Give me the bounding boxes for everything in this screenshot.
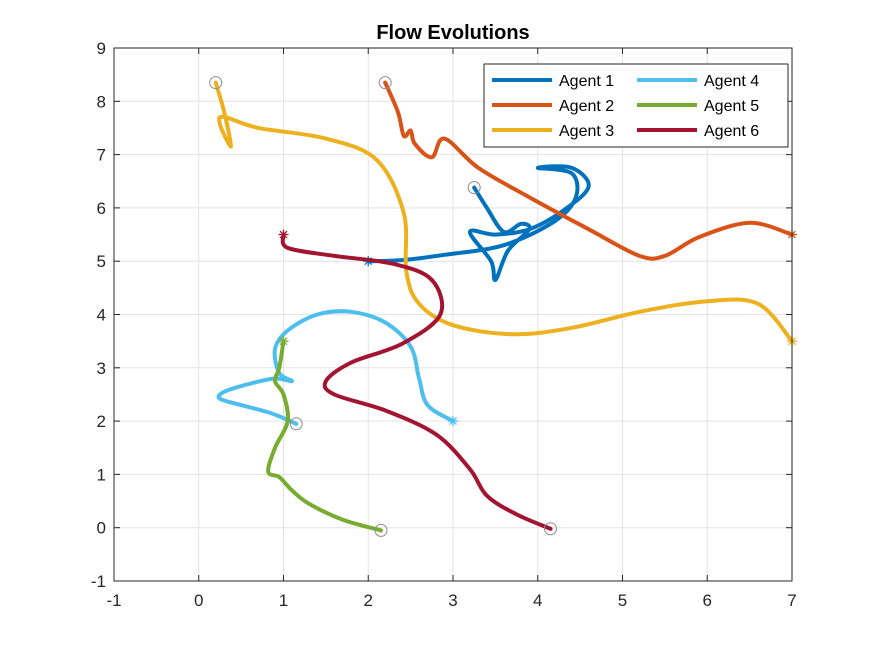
legend: Agent 1 Agent 2 Agent 3 Agent 4 Agent 5 Agent…	[483, 63, 789, 148]
end-marker	[278, 336, 289, 347]
start-marker	[209, 76, 223, 90]
y-tick-label: 3	[97, 359, 106, 378]
legend-label: Agent 6	[704, 123, 759, 140]
legend-label: Agent 3	[559, 123, 614, 140]
y-tick-label: 4	[97, 306, 106, 325]
x-tick-label: 4	[533, 591, 542, 610]
series-layer	[209, 76, 797, 537]
legend-label: Agent 5	[704, 98, 759, 115]
start-marker	[543, 522, 557, 536]
x-tick-label: 2	[364, 591, 373, 610]
x-tick-label: -1	[106, 591, 121, 610]
end-marker-stroke	[279, 230, 288, 239]
end-marker-stroke	[449, 417, 457, 426]
legend-item-6: Agent 6	[637, 123, 759, 140]
y-tick-label: 9	[97, 39, 106, 58]
y-tick-label: 5	[97, 252, 106, 271]
legend-item-1: Agent 1	[492, 73, 614, 90]
series-agent-4	[216, 309, 458, 431]
legend-label: Agent 4	[704, 73, 759, 90]
start-dot	[294, 421, 299, 426]
series-line	[366, 164, 591, 282]
series-line	[216, 309, 455, 426]
start-dot	[548, 526, 553, 531]
y-tick-label: 6	[97, 199, 106, 218]
series-line	[213, 80, 794, 344]
chart-title: Flow Evolutions	[376, 22, 529, 44]
end-marker	[448, 416, 458, 427]
y-tick-label: 8	[97, 92, 106, 111]
series-line	[280, 232, 553, 531]
x-tick-label: 6	[703, 591, 712, 610]
legend-label: Agent 2	[559, 98, 614, 115]
x-tick-label: 1	[279, 591, 288, 610]
legend-item-3: Agent 3	[492, 123, 614, 140]
start-marker	[289, 417, 303, 431]
y-tick-label: 1	[97, 465, 106, 484]
series-line	[383, 80, 794, 261]
start-marker	[378, 76, 392, 90]
legend-label: Agent 1	[559, 73, 614, 90]
legend-item-4: Agent 4	[637, 73, 759, 90]
x-tick-label: 3	[448, 591, 457, 610]
x-tick-label: 7	[787, 591, 796, 610]
series-line	[266, 339, 383, 533]
start-marker	[467, 181, 481, 195]
y-tick-label: 0	[97, 519, 106, 538]
end-marker-stroke	[279, 337, 288, 346]
series-agent-5	[266, 336, 388, 537]
legend-item-5: Agent 5	[637, 98, 759, 115]
start-marker	[374, 523, 388, 537]
series-agent-6	[278, 229, 557, 536]
start-dot	[472, 185, 476, 190]
ticks: -1 0 1 2 3 4 5 6 7 -1 0 1 2 3 4 5 6 7 8 9	[91, 39, 797, 610]
legend-item-2: Agent 2	[492, 98, 614, 115]
y-tick-label: 7	[97, 146, 106, 165]
start-dot	[379, 528, 383, 533]
x-tick-label: 5	[618, 591, 627, 610]
x-tick-label: 0	[194, 591, 203, 610]
start-dot	[383, 80, 388, 85]
y-tick-label: -1	[91, 572, 106, 591]
y-tick-label: 2	[97, 412, 106, 431]
start-dot	[213, 80, 218, 85]
end-marker	[278, 229, 289, 240]
